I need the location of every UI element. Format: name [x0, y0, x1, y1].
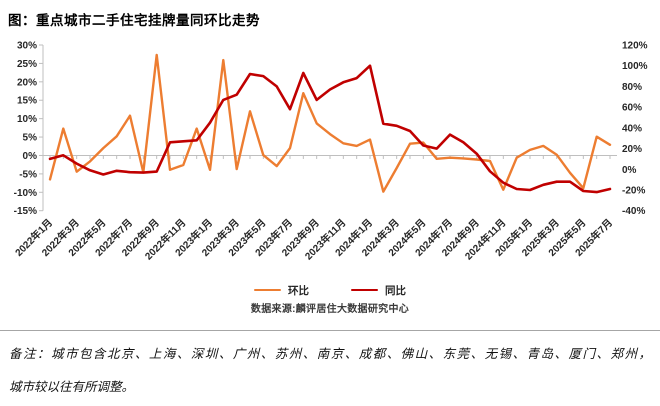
y-axis-left-label: 5% — [23, 133, 38, 144]
y-axis-left-label: 25% — [17, 59, 37, 70]
y-axis-right-label: 100% — [622, 61, 648, 72]
y-axis-right-label: 120% — [622, 41, 648, 52]
legend-label-yoy: 同比 — [385, 284, 406, 297]
source-text: 数据来源:麟评居住大数据研究中心 — [250, 304, 410, 315]
y-axis-left-label: 30% — [17, 41, 37, 52]
y-axis-left-label: 20% — [17, 77, 37, 88]
y-axis-left-label: 10% — [17, 114, 37, 125]
page-title: 图：重点城市二手住宅挂牌量同环比走势 — [8, 13, 260, 28]
y-axis-left-label: -10% — [14, 188, 37, 199]
y-axis-left-label: -5% — [19, 169, 37, 180]
mom-line-swatch — [254, 288, 281, 292]
note-block: 备注：城市包含北京、上海、深圳、广州、苏州、南京、成都、佛山、东莞、无锡、青岛、… — [0, 330, 660, 403]
y-axis-left-label: -15% — [14, 206, 37, 217]
note-text-line1: 备注：城市包含北京、上海、深圳、广州、苏州、南京、成都、佛山、东莞、无锡、青岛、… — [9, 346, 651, 361]
yoy-series-line — [48, 64, 612, 194]
y-axis-right-label: 80% — [622, 82, 642, 93]
note-text-line2: 城市较以往有所调整。 — [9, 379, 135, 394]
legend-label-mom: 环比 — [288, 284, 309, 297]
line-chart: 30% 25% 20% 15% 10% 5% 0% -5% -10% -15% 120% 100% 80… — [12, 41, 648, 263]
y-axis-right-label: -40% — [622, 206, 645, 217]
y-axis-right-label: 20% — [622, 144, 642, 155]
y-axis-left-label: 0% — [23, 151, 38, 162]
yoy-line-swatch — [351, 288, 378, 292]
y-axis-right-label: 60% — [622, 103, 642, 114]
y-axis-right-label: -20% — [622, 185, 645, 196]
y-axis-left-label: 15% — [17, 96, 37, 107]
legend: 环比 同比 — [0, 282, 660, 298]
y-axis-right-label: 40% — [622, 123, 642, 134]
legend-item-mom: 环比 — [254, 283, 309, 298]
legend-item-yoy: 同比 — [351, 283, 406, 298]
y-axis-right-label: 0% — [622, 165, 637, 176]
